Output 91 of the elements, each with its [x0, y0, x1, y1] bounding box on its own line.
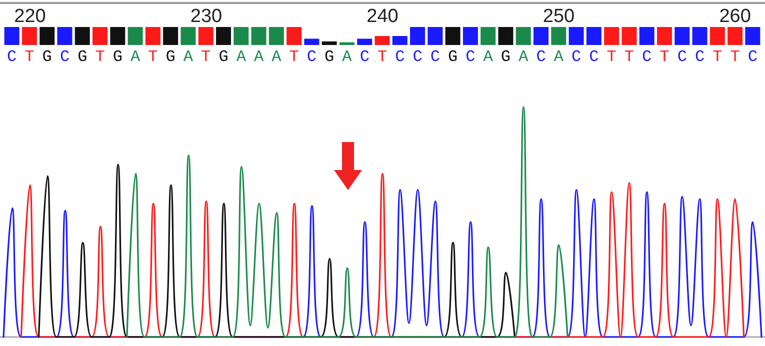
x-tick-label: G: [42, 48, 52, 66]
x-tick-label: G: [448, 48, 458, 66]
bar: [4, 27, 20, 45]
x-tick-label: T: [712, 48, 722, 66]
x-tick-label: G: [218, 48, 228, 66]
x-tick-label: C: [536, 48, 546, 66]
bar: [304, 38, 320, 45]
bar: [498, 27, 514, 45]
x-tick-label: T: [289, 48, 299, 66]
bar: [374, 36, 390, 45]
bar: [728, 27, 743, 45]
x-tick-label: T: [95, 48, 105, 66]
x-tick-label: T: [24, 48, 34, 66]
bar: [92, 27, 108, 45]
bar: [445, 27, 460, 45]
x-tick-label: A: [342, 48, 352, 66]
x-tick-label: A: [183, 48, 194, 66]
bar: [568, 27, 584, 45]
x-tick-label: A: [483, 48, 494, 66]
bar: [656, 27, 672, 45]
x-tick-label: A: [272, 48, 282, 66]
bar: [286, 27, 302, 45]
x-tick-label: C: [360, 48, 370, 66]
x-tick-label: C: [571, 48, 582, 66]
x-tick-label: A: [254, 48, 264, 66]
x-tick-label: T: [377, 48, 388, 66]
x-tick-label: G: [500, 48, 511, 66]
x-tick-label: C: [677, 48, 687, 66]
x-tick-label: T: [201, 48, 211, 66]
x-tick-label: 260: [719, 6, 751, 27]
bar: [392, 36, 408, 45]
x-tick-label: G: [112, 48, 122, 66]
x-tick-label: G: [78, 48, 88, 66]
x-tick-label: T: [606, 48, 616, 66]
bar: [639, 27, 654, 45]
bar: [251, 27, 266, 45]
bar: [745, 27, 760, 45]
x-tick-label: C: [694, 48, 705, 66]
x-tick-label: C: [7, 48, 17, 66]
bar: [357, 38, 372, 45]
bar: [22, 27, 37, 45]
bar: [110, 27, 126, 45]
bar: [622, 27, 637, 45]
x-tick-label: C: [60, 48, 70, 66]
x-tick-label: C: [306, 48, 316, 66]
bar: [586, 27, 602, 45]
bar: [128, 27, 143, 45]
bar: [710, 27, 725, 45]
x-tick-label: A: [236, 48, 246, 66]
bar: [516, 27, 531, 45]
bar: [57, 27, 72, 45]
bar: [428, 27, 443, 45]
bar: [216, 27, 231, 45]
x-tick-label: T: [660, 48, 670, 66]
x-tick-label: G: [324, 48, 334, 66]
bar: [198, 27, 214, 45]
bar: [410, 27, 426, 45]
bar: [234, 27, 249, 45]
bar: [604, 27, 620, 45]
x-tick-label: C: [466, 48, 476, 66]
bar: [74, 27, 90, 45]
bar: [674, 27, 690, 45]
x-tick-label: G: [166, 48, 176, 66]
x-tick-label: 250: [542, 6, 575, 27]
bar: [180, 27, 196, 45]
bar: [692, 27, 708, 45]
bar: [268, 27, 284, 45]
bar: [462, 27, 478, 45]
bar: [480, 27, 496, 45]
x-tick-label: 240: [366, 6, 398, 27]
x-tick-label: C: [430, 48, 440, 66]
x-tick-label: C: [642, 48, 652, 66]
x-tick-label: A: [130, 48, 140, 66]
bar: [551, 27, 566, 45]
bar: [40, 27, 55, 45]
x-tick-label: 230: [190, 6, 222, 27]
x-tick-label: T: [730, 48, 740, 66]
x-tick-label: A: [554, 48, 564, 66]
bar: [534, 27, 549, 45]
x-tick-label: 220: [14, 6, 46, 27]
x-tick-label: T: [148, 48, 158, 66]
bar: [322, 41, 337, 45]
bar: [163, 27, 178, 45]
x-tick-label: T: [624, 48, 634, 66]
bar: [339, 42, 354, 45]
bar: [145, 27, 160, 45]
x-tick-label: C: [395, 48, 405, 66]
x-tick-label: C: [412, 48, 422, 66]
x-tick-label: C: [748, 48, 758, 66]
x-tick-label: A: [518, 48, 529, 66]
x-tick-label: C: [589, 48, 599, 66]
